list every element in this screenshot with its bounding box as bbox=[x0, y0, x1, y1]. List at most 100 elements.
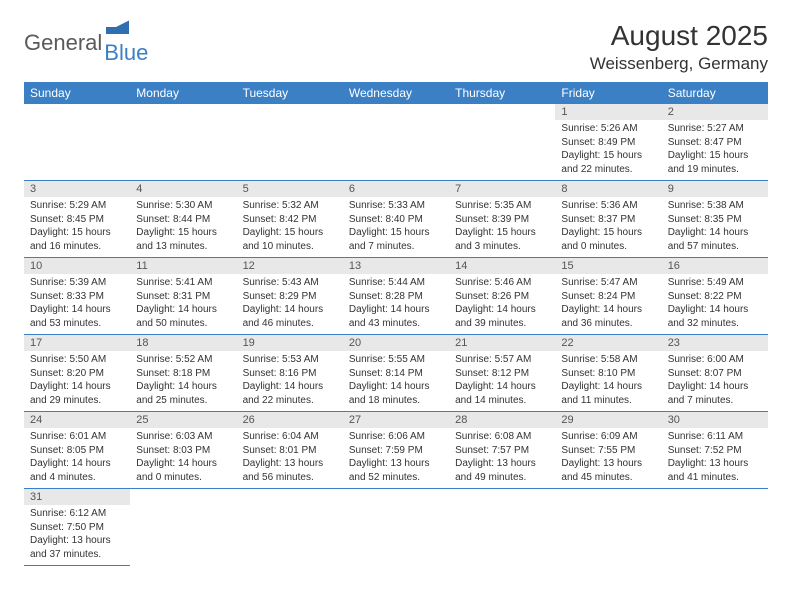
daylight-text-1: Daylight: 14 hours bbox=[136, 380, 230, 394]
calendar-cell-13: 13Sunrise: 5:44 AMSunset: 8:28 PMDayligh… bbox=[343, 258, 449, 335]
day-info: Sunrise: 5:30 AMSunset: 8:44 PMDaylight:… bbox=[130, 197, 236, 257]
calendar-cell-empty bbox=[130, 104, 236, 181]
calendar-cell-empty bbox=[343, 104, 449, 181]
logo-text-blue: Blue bbox=[104, 40, 148, 66]
calendar-cell-empty bbox=[24, 104, 130, 181]
daylight-text-2: and 53 minutes. bbox=[30, 317, 124, 331]
daylight-text-2: and 37 minutes. bbox=[30, 548, 124, 562]
day-info: Sunrise: 5:52 AMSunset: 8:18 PMDaylight:… bbox=[130, 351, 236, 411]
sunset-text: Sunset: 8:03 PM bbox=[136, 444, 230, 458]
location: Weissenberg, Germany bbox=[590, 54, 768, 74]
day-info: Sunrise: 6:01 AMSunset: 8:05 PMDaylight:… bbox=[24, 428, 130, 488]
sunset-text: Sunset: 8:33 PM bbox=[30, 290, 124, 304]
sunset-text: Sunset: 8:37 PM bbox=[561, 213, 655, 227]
calendar-row: 17Sunrise: 5:50 AMSunset: 8:20 PMDayligh… bbox=[24, 335, 768, 412]
calendar-table: SundayMondayTuesdayWednesdayThursdayFrid… bbox=[24, 82, 768, 566]
day-number: 22 bbox=[555, 335, 661, 351]
calendar-cell-empty bbox=[237, 104, 343, 181]
day-info: Sunrise: 5:57 AMSunset: 8:12 PMDaylight:… bbox=[449, 351, 555, 411]
daylight-text-2: and 57 minutes. bbox=[668, 240, 762, 254]
sunrise-text: Sunrise: 6:00 AM bbox=[668, 353, 762, 367]
calendar-cell-10: 10Sunrise: 5:39 AMSunset: 8:33 PMDayligh… bbox=[24, 258, 130, 335]
day-number: 20 bbox=[343, 335, 449, 351]
weekday-friday: Friday bbox=[555, 82, 661, 104]
day-number: 31 bbox=[24, 489, 130, 505]
sunrise-text: Sunrise: 5:43 AM bbox=[243, 276, 337, 290]
day-info: Sunrise: 5:41 AMSunset: 8:31 PMDaylight:… bbox=[130, 274, 236, 334]
sunrise-text: Sunrise: 5:58 AM bbox=[561, 353, 655, 367]
daylight-text-2: and 46 minutes. bbox=[243, 317, 337, 331]
calendar-cell-9: 9Sunrise: 5:38 AMSunset: 8:35 PMDaylight… bbox=[662, 181, 768, 258]
sunset-text: Sunset: 8:29 PM bbox=[243, 290, 337, 304]
sunset-text: Sunset: 8:22 PM bbox=[668, 290, 762, 304]
sunrise-text: Sunrise: 5:52 AM bbox=[136, 353, 230, 367]
day-info: Sunrise: 5:44 AMSunset: 8:28 PMDaylight:… bbox=[343, 274, 449, 334]
calendar-cell-12: 12Sunrise: 5:43 AMSunset: 8:29 PMDayligh… bbox=[237, 258, 343, 335]
daylight-text-2: and 18 minutes. bbox=[349, 394, 443, 408]
weekday-tuesday: Tuesday bbox=[237, 82, 343, 104]
day-number: 5 bbox=[237, 181, 343, 197]
calendar-cell-15: 15Sunrise: 5:47 AMSunset: 8:24 PMDayligh… bbox=[555, 258, 661, 335]
calendar-row: 31Sunrise: 6:12 AMSunset: 7:50 PMDayligh… bbox=[24, 489, 768, 566]
daylight-text-1: Daylight: 14 hours bbox=[243, 303, 337, 317]
sunrise-text: Sunrise: 5:39 AM bbox=[30, 276, 124, 290]
sunset-text: Sunset: 7:55 PM bbox=[561, 444, 655, 458]
daylight-text-1: Daylight: 15 hours bbox=[136, 226, 230, 240]
sunset-text: Sunset: 7:57 PM bbox=[455, 444, 549, 458]
sunrise-text: Sunrise: 5:44 AM bbox=[349, 276, 443, 290]
calendar-cell-empty bbox=[555, 489, 661, 566]
sunset-text: Sunset: 8:14 PM bbox=[349, 367, 443, 381]
calendar-cell-empty bbox=[662, 489, 768, 566]
sunrise-text: Sunrise: 5:38 AM bbox=[668, 199, 762, 213]
daylight-text-2: and 3 minutes. bbox=[455, 240, 549, 254]
calendar-cell-11: 11Sunrise: 5:41 AMSunset: 8:31 PMDayligh… bbox=[130, 258, 236, 335]
daylight-text-2: and 56 minutes. bbox=[243, 471, 337, 485]
calendar-row: 1Sunrise: 5:26 AMSunset: 8:49 PMDaylight… bbox=[24, 104, 768, 181]
sunset-text: Sunset: 7:52 PM bbox=[668, 444, 762, 458]
daylight-text-1: Daylight: 14 hours bbox=[30, 380, 124, 394]
calendar-cell-23: 23Sunrise: 6:00 AMSunset: 8:07 PMDayligh… bbox=[662, 335, 768, 412]
daylight-text-2: and 36 minutes. bbox=[561, 317, 655, 331]
weekday-sunday: Sunday bbox=[24, 82, 130, 104]
daylight-text-2: and 7 minutes. bbox=[349, 240, 443, 254]
sunrise-text: Sunrise: 5:32 AM bbox=[243, 199, 337, 213]
day-number: 1 bbox=[555, 104, 661, 120]
calendar-cell-1: 1Sunrise: 5:26 AMSunset: 8:49 PMDaylight… bbox=[555, 104, 661, 181]
daylight-text-2: and 43 minutes. bbox=[349, 317, 443, 331]
calendar-cell-17: 17Sunrise: 5:50 AMSunset: 8:20 PMDayligh… bbox=[24, 335, 130, 412]
day-info: Sunrise: 5:46 AMSunset: 8:26 PMDaylight:… bbox=[449, 274, 555, 334]
logo: GeneralBlue bbox=[24, 20, 148, 66]
day-info: Sunrise: 5:43 AMSunset: 8:29 PMDaylight:… bbox=[237, 274, 343, 334]
daylight-text-1: Daylight: 14 hours bbox=[349, 303, 443, 317]
daylight-text-1: Daylight: 14 hours bbox=[243, 380, 337, 394]
day-info: Sunrise: 6:12 AMSunset: 7:50 PMDaylight:… bbox=[24, 505, 130, 565]
day-number: 11 bbox=[130, 258, 236, 274]
daylight-text-1: Daylight: 13 hours bbox=[561, 457, 655, 471]
logo-flag-icon bbox=[105, 20, 129, 34]
daylight-text-2: and 52 minutes. bbox=[349, 471, 443, 485]
calendar-cell-5: 5Sunrise: 5:32 AMSunset: 8:42 PMDaylight… bbox=[237, 181, 343, 258]
day-info: Sunrise: 6:09 AMSunset: 7:55 PMDaylight:… bbox=[555, 428, 661, 488]
daylight-text-1: Daylight: 14 hours bbox=[30, 303, 124, 317]
day-info: Sunrise: 5:50 AMSunset: 8:20 PMDaylight:… bbox=[24, 351, 130, 411]
sunset-text: Sunset: 8:10 PM bbox=[561, 367, 655, 381]
sunset-text: Sunset: 8:45 PM bbox=[30, 213, 124, 227]
sunset-text: Sunset: 8:44 PM bbox=[136, 213, 230, 227]
sunrise-text: Sunrise: 5:29 AM bbox=[30, 199, 124, 213]
calendar-cell-22: 22Sunrise: 5:58 AMSunset: 8:10 PMDayligh… bbox=[555, 335, 661, 412]
calendar-cell-empty bbox=[130, 489, 236, 566]
day-number: 3 bbox=[24, 181, 130, 197]
weekday-header-row: SundayMondayTuesdayWednesdayThursdayFrid… bbox=[24, 82, 768, 104]
daylight-text-2: and 49 minutes. bbox=[455, 471, 549, 485]
daylight-text-2: and 11 minutes. bbox=[561, 394, 655, 408]
daylight-text-2: and 32 minutes. bbox=[668, 317, 762, 331]
day-info: Sunrise: 5:29 AMSunset: 8:45 PMDaylight:… bbox=[24, 197, 130, 257]
day-number: 24 bbox=[24, 412, 130, 428]
daylight-text-1: Daylight: 15 hours bbox=[349, 226, 443, 240]
day-number: 18 bbox=[130, 335, 236, 351]
daylight-text-1: Daylight: 14 hours bbox=[136, 457, 230, 471]
day-number: 26 bbox=[237, 412, 343, 428]
sunset-text: Sunset: 8:35 PM bbox=[668, 213, 762, 227]
calendar-cell-empty bbox=[449, 489, 555, 566]
day-info: Sunrise: 6:11 AMSunset: 7:52 PMDaylight:… bbox=[662, 428, 768, 488]
